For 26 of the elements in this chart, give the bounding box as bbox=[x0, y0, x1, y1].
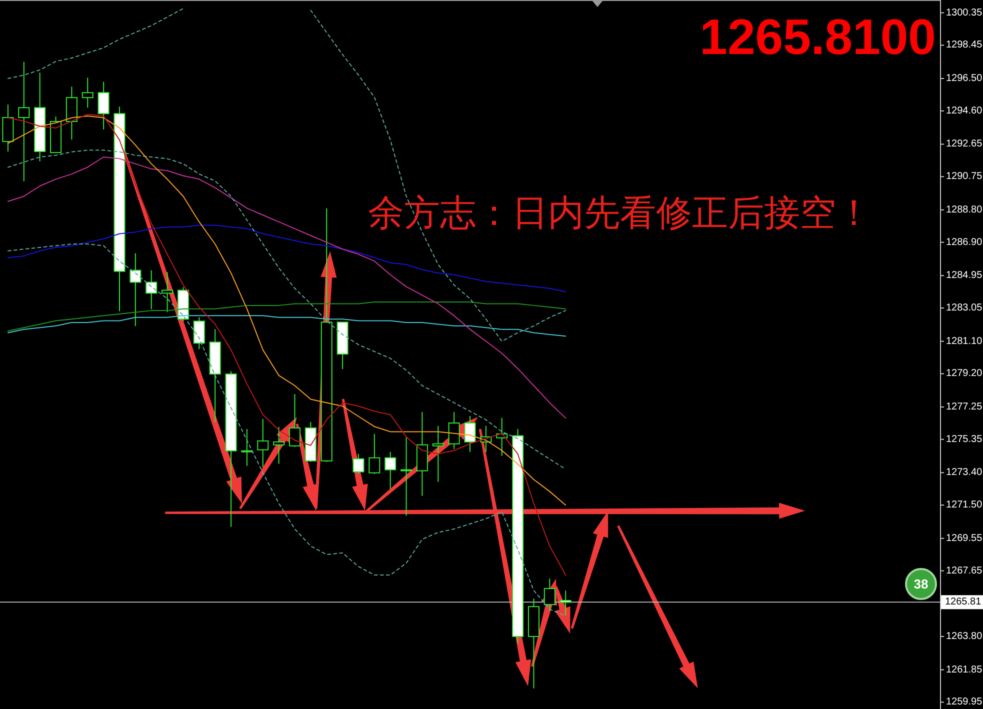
ytick: 1275.35 bbox=[946, 434, 982, 445]
annotation: 38 bbox=[914, 576, 928, 592]
ytick: 1277.25 bbox=[946, 401, 982, 412]
ytick: 1296.50 bbox=[946, 73, 982, 84]
ytick: 1271.50 bbox=[946, 500, 982, 511]
ytick: 1300.35 bbox=[946, 7, 982, 18]
ytick: 1288.80 bbox=[946, 204, 982, 216]
ytick: 1294.60 bbox=[946, 105, 982, 116]
ytick: 1263.80 bbox=[946, 630, 982, 642]
ytick: 1281.10 bbox=[946, 336, 982, 347]
ytick: 1269.55 bbox=[946, 532, 982, 544]
ytick: 1283.05 bbox=[946, 302, 982, 314]
ytick: 1298.45 bbox=[946, 40, 982, 51]
ref-line-label: 1265.81 bbox=[945, 596, 982, 608]
ytick: 1286.90 bbox=[946, 236, 982, 248]
ytick: 1284.95 bbox=[946, 270, 982, 282]
ytick: 1261.85 bbox=[946, 664, 982, 676]
annotation: 余方志：日内先看修正后接空！ bbox=[368, 192, 872, 233]
ytick: 1273.40 bbox=[946, 467, 982, 478]
ytick: 1290.75 bbox=[946, 171, 982, 182]
ref-label: 1265.81 bbox=[941, 595, 983, 610]
ytick: 1259.95 bbox=[946, 696, 982, 708]
annotation: 1265.8100 bbox=[700, 9, 936, 65]
ytick: 1292.65 bbox=[946, 138, 982, 150]
ytick: 1267.65 bbox=[946, 565, 982, 576]
ytick: 1279.20 bbox=[946, 368, 982, 380]
